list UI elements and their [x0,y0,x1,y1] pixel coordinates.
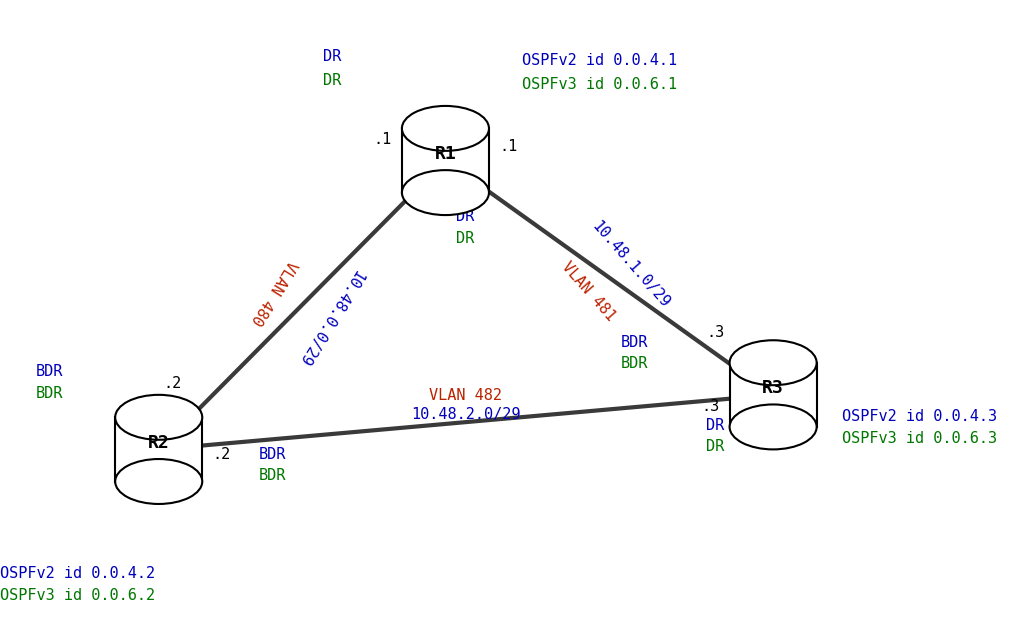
Text: OSPFv3 id 0.0.6.2: OSPFv3 id 0.0.6.2 [0,588,155,603]
Text: 10.48.2.0/29: 10.48.2.0/29 [412,407,520,422]
Text: .1: .1 [374,132,391,148]
Bar [729,363,817,427]
Text: BDR: BDR [621,356,648,371]
Text: DR: DR [456,209,474,225]
Text: R1: R1 [434,145,457,163]
Text: DR: DR [707,418,725,433]
Text: OSPFv3 id 0.0.6.3: OSPFv3 id 0.0.6.3 [842,431,997,446]
Ellipse shape [115,459,203,504]
Text: 10.48.0.0/29: 10.48.0.0/29 [295,267,366,368]
Text: BDR: BDR [621,334,648,350]
Text: BDR: BDR [36,363,63,379]
Text: DR: DR [323,49,341,64]
Text: BDR: BDR [258,468,286,483]
Text: DR: DR [707,439,725,455]
Text: VLAN 482: VLAN 482 [429,388,503,403]
Ellipse shape [401,106,489,151]
Text: BDR: BDR [36,386,63,401]
Ellipse shape [729,404,817,449]
Text: .2: .2 [164,376,182,392]
Text: .2: .2 [213,447,230,462]
Text: R2: R2 [147,434,170,452]
Bar [115,417,203,482]
Text: OSPFv3 id 0.0.6.1: OSPFv3 id 0.0.6.1 [522,77,677,92]
Ellipse shape [115,395,203,440]
Text: BDR: BDR [258,447,286,462]
Text: DR: DR [456,230,474,246]
Text: .3: .3 [707,325,725,340]
Text: .1: .1 [500,139,517,154]
Text: OSPFv2 id 0.0.4.3: OSPFv2 id 0.0.4.3 [842,408,997,424]
Text: .3: .3 [701,399,719,414]
Bar [401,128,489,193]
Text: DR: DR [323,73,341,88]
Text: 10.48.1.0/29: 10.48.1.0/29 [589,218,672,310]
Text: VLAN 481: VLAN 481 [558,259,617,324]
Text: R3: R3 [762,379,784,397]
Text: OSPFv2 id 0.0.4.2: OSPFv2 id 0.0.4.2 [0,566,155,581]
Ellipse shape [729,340,817,385]
Ellipse shape [401,170,489,215]
Text: OSPFv2 id 0.0.4.1: OSPFv2 id 0.0.4.1 [522,53,677,69]
Text: VLAN 480: VLAN 480 [249,257,300,327]
